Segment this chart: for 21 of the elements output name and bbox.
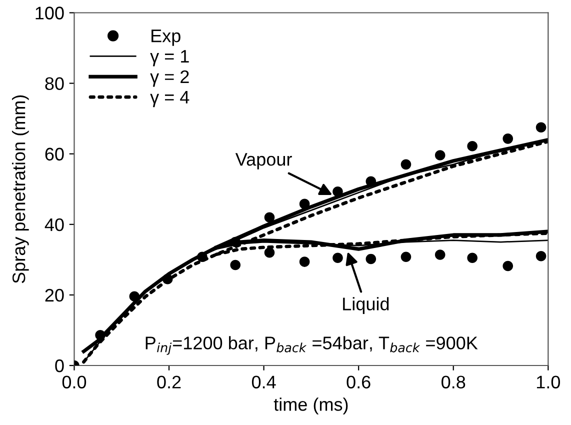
annotation: P$_{inj}$=1200 bar, P$_{back}$ =54bar, T$_{back}$ =900K [146, 336, 478, 355]
y-axis-title: Spray penetration (mm) [12, 95, 29, 284]
x-tick-label: 0.4 [252, 376, 276, 388]
y-tick-label: 40 [44, 218, 64, 232]
x-axis-title: time (ms) [274, 398, 348, 414]
x-tick-label: 0.6 [346, 376, 370, 388]
x-tick-label: 1.0 [536, 376, 560, 388]
annotation: Liquid [343, 297, 389, 314]
x-tick-label: 0.2 [157, 376, 181, 388]
y-tick-label: 100 [36, 6, 64, 20]
y-tick-label: 0 [55, 359, 64, 372]
legend-label: Exp [152, 30, 180, 46]
x-tick-label: 0.8 [442, 376, 466, 388]
legend-label: γ = 4 [150, 90, 190, 108]
legend-label: γ = 1 [150, 50, 189, 66]
y-tick-label: 20 [45, 288, 64, 302]
x-tick-label: 0.0 [62, 376, 86, 388]
annotation: Vapour [235, 153, 292, 170]
y-tick-label: 60 [45, 148, 64, 161]
legend-label: γ = 2 [150, 70, 189, 87]
y-tick-label: 80 [45, 77, 64, 90]
